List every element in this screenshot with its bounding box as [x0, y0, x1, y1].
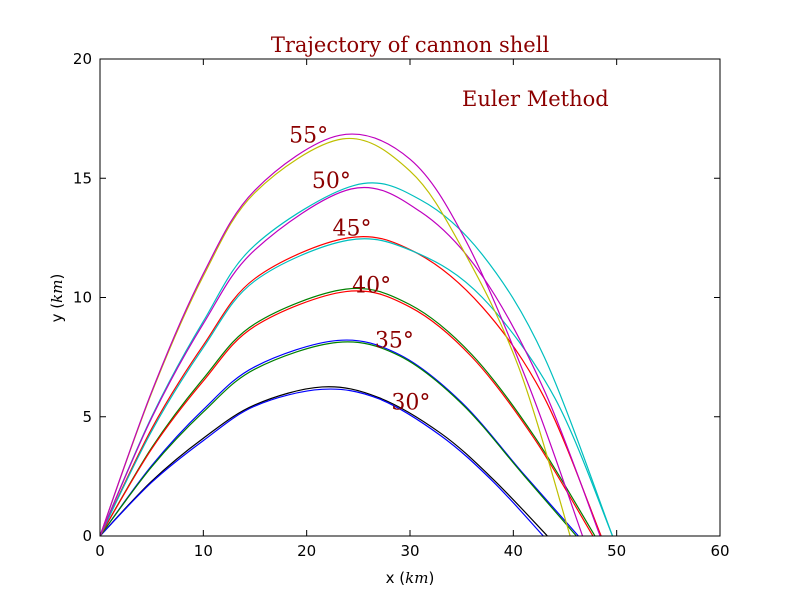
- trajectory-line-12: [99, 133, 584, 537]
- x-tick-label: 40: [504, 542, 523, 560]
- y-tick-label: 10: [73, 289, 92, 307]
- trajectory-line-3: [99, 339, 579, 537]
- trajectory-line-4: [99, 341, 577, 537]
- series-layer: [99, 133, 614, 537]
- trajectory-line-8: [99, 238, 614, 537]
- x-tick-label: 60: [710, 542, 729, 560]
- x-tick-label: 0: [95, 542, 105, 560]
- angle-label: 35°: [375, 329, 414, 354]
- plot-frame: [99, 58, 721, 537]
- x-tick-label: 10: [194, 542, 213, 560]
- trajectory-line-9: [99, 182, 614, 537]
- angle-label: 30°: [391, 391, 430, 416]
- trajectory-line-7: [99, 235, 602, 537]
- angle-labels-layer: 30° 35° 40° 45° 50° 55°: [289, 123, 430, 415]
- x-tick-label: 30: [400, 542, 419, 560]
- angle-label: 45°: [333, 216, 372, 241]
- trajectory-line-6: [99, 290, 594, 537]
- y-axis-label: y (km): [48, 274, 66, 323]
- y-tick-label: 20: [73, 50, 92, 68]
- trajectory-line-1: [99, 386, 548, 537]
- x-tick-label: 20: [297, 542, 316, 560]
- trajectory-line-5: [99, 287, 596, 537]
- y-tick-label: 5: [82, 408, 92, 426]
- y-tick-label: 0: [82, 527, 92, 545]
- y-tick-label: 15: [73, 169, 92, 187]
- chart-title: Trajectory of cannon shell: [271, 33, 550, 57]
- trajectory-line-10: [99, 187, 601, 537]
- angle-label: 40°: [352, 274, 391, 299]
- x-axis-label: x (km): [386, 569, 435, 587]
- angle-label: 55°: [289, 123, 328, 148]
- trajectory-line-2: [99, 388, 544, 537]
- angle-label: 50°: [312, 169, 351, 194]
- method-annotation: Euler Method: [462, 87, 609, 111]
- x-tick-label: 50: [607, 542, 626, 560]
